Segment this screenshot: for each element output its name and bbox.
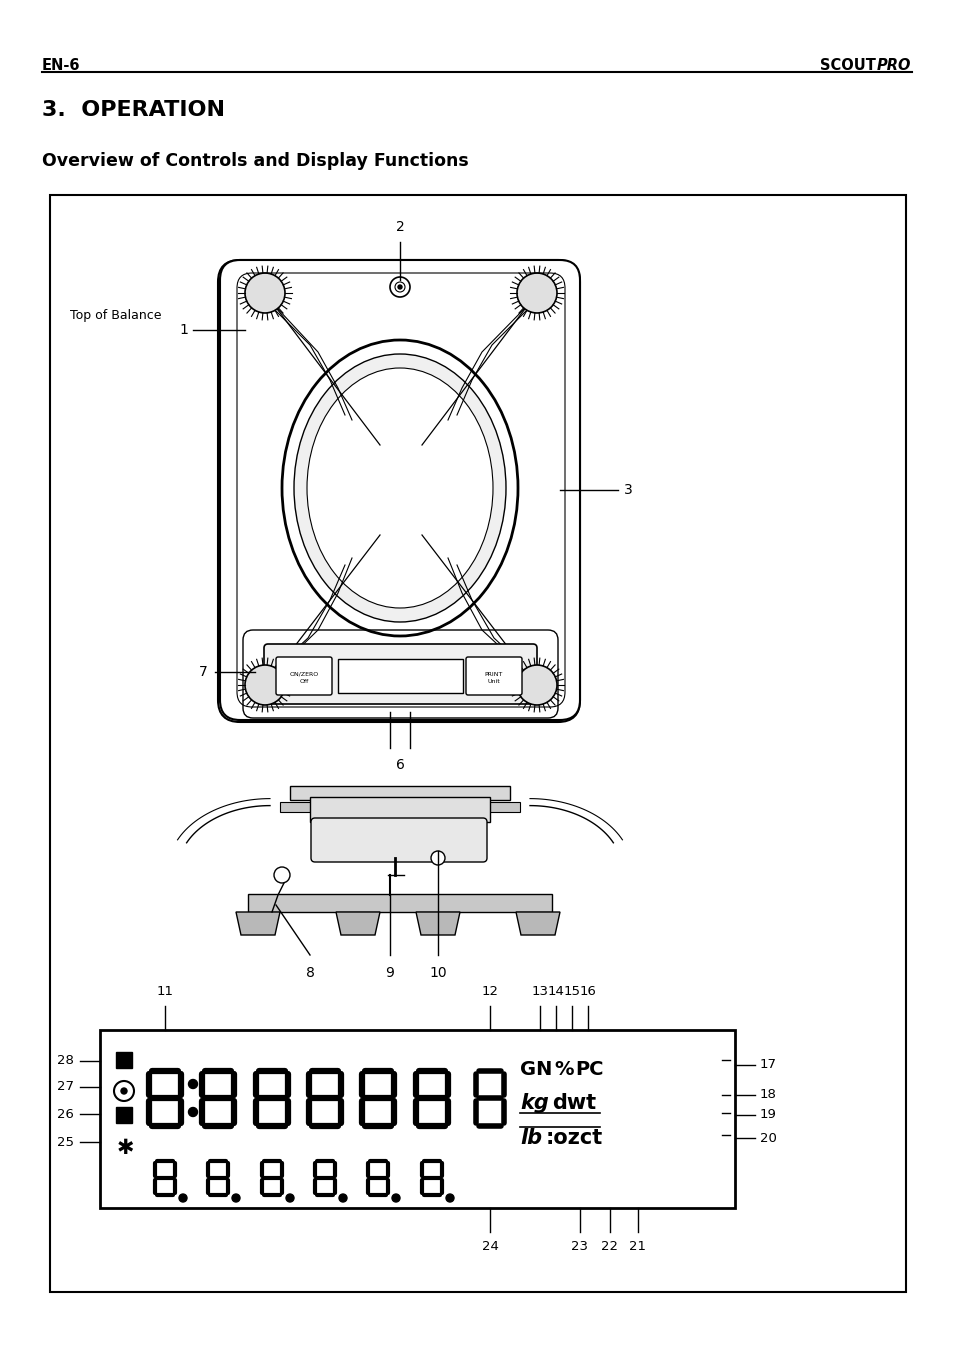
Circle shape [235,655,294,714]
Ellipse shape [282,340,517,636]
Text: 7: 7 [199,665,208,678]
Text: 28: 28 [57,1055,74,1067]
Text: 2: 2 [395,219,404,234]
Circle shape [245,665,285,705]
FancyBboxPatch shape [311,818,486,862]
Text: 3: 3 [623,483,632,497]
Circle shape [431,852,444,865]
FancyBboxPatch shape [264,645,537,704]
Ellipse shape [294,353,505,621]
Polygon shape [416,913,459,936]
Polygon shape [335,913,379,936]
Text: 14: 14 [547,984,564,998]
Text: 10: 10 [429,965,446,980]
Circle shape [274,867,290,883]
Text: 21: 21 [629,1240,646,1252]
Text: kg: kg [519,1093,548,1113]
Bar [337,659,462,693]
Text: 9: 9 [385,965,394,980]
FancyBboxPatch shape [220,260,579,720]
Circle shape [507,264,565,322]
Circle shape [390,278,410,297]
Text: 26: 26 [57,1108,74,1121]
Circle shape [392,1194,399,1202]
Circle shape [286,1194,294,1202]
Text: Top of Balance: Top of Balance [70,309,161,321]
Text: :ozct: :ozct [545,1128,602,1148]
Text: 27: 27 [57,1080,74,1094]
Circle shape [113,1080,133,1101]
Text: 18: 18 [760,1089,776,1102]
Text: PRO: PRO [876,58,910,73]
Ellipse shape [307,368,493,608]
Text: 12: 12 [481,984,498,998]
Text: 22: 22 [601,1240,618,1252]
FancyBboxPatch shape [465,657,521,695]
Circle shape [179,1194,187,1202]
Text: 8: 8 [305,965,314,980]
Text: SCOUT: SCOUT [820,58,880,73]
Text: lb: lb [519,1128,541,1148]
Text: 11: 11 [156,984,173,998]
Text: 25: 25 [57,1136,74,1148]
Circle shape [235,264,294,322]
Bar [100,1030,734,1208]
Circle shape [395,282,405,292]
Text: Off: Off [299,678,309,684]
Text: 20: 20 [760,1132,776,1144]
Bar [290,787,510,800]
Text: 17: 17 [760,1059,776,1071]
Circle shape [232,1194,240,1202]
Circle shape [397,284,401,288]
Text: Unit: Unit [487,678,500,684]
Text: 1: 1 [179,324,188,337]
Text: GN: GN [519,1060,552,1079]
Bar [50,195,905,1292]
Circle shape [189,1079,197,1089]
Text: Overview of Controls and Display Functions: Overview of Controls and Display Functio… [42,152,468,171]
Bar [116,1052,132,1068]
Bar [248,894,552,913]
Circle shape [507,655,565,714]
Polygon shape [235,913,280,936]
Text: PC: PC [575,1060,603,1079]
Text: 15: 15 [563,984,579,998]
Bar [310,798,490,822]
Text: dwt: dwt [552,1093,596,1113]
Text: 6: 6 [395,758,404,772]
Polygon shape [516,913,559,936]
FancyBboxPatch shape [275,657,332,695]
Circle shape [189,1108,197,1117]
Text: ✱: ✱ [117,1137,134,1158]
Text: 24: 24 [481,1240,497,1252]
Circle shape [121,1089,127,1094]
Bar [116,1108,132,1122]
Circle shape [245,274,285,313]
Circle shape [446,1194,454,1202]
Text: 13: 13 [531,984,548,998]
Text: PRINT: PRINT [484,672,502,677]
Text: 3.  OPERATION: 3. OPERATION [42,100,225,121]
Text: ON/ZERO: ON/ZERO [289,672,318,677]
Circle shape [338,1194,347,1202]
Text: 19: 19 [760,1109,776,1121]
Bar [280,802,519,812]
Text: EN-6: EN-6 [42,58,80,73]
FancyBboxPatch shape [218,260,579,722]
Text: 23: 23 [571,1240,588,1252]
Circle shape [517,274,557,313]
Text: 16: 16 [579,984,596,998]
Circle shape [517,665,557,705]
Text: %: % [554,1060,573,1079]
